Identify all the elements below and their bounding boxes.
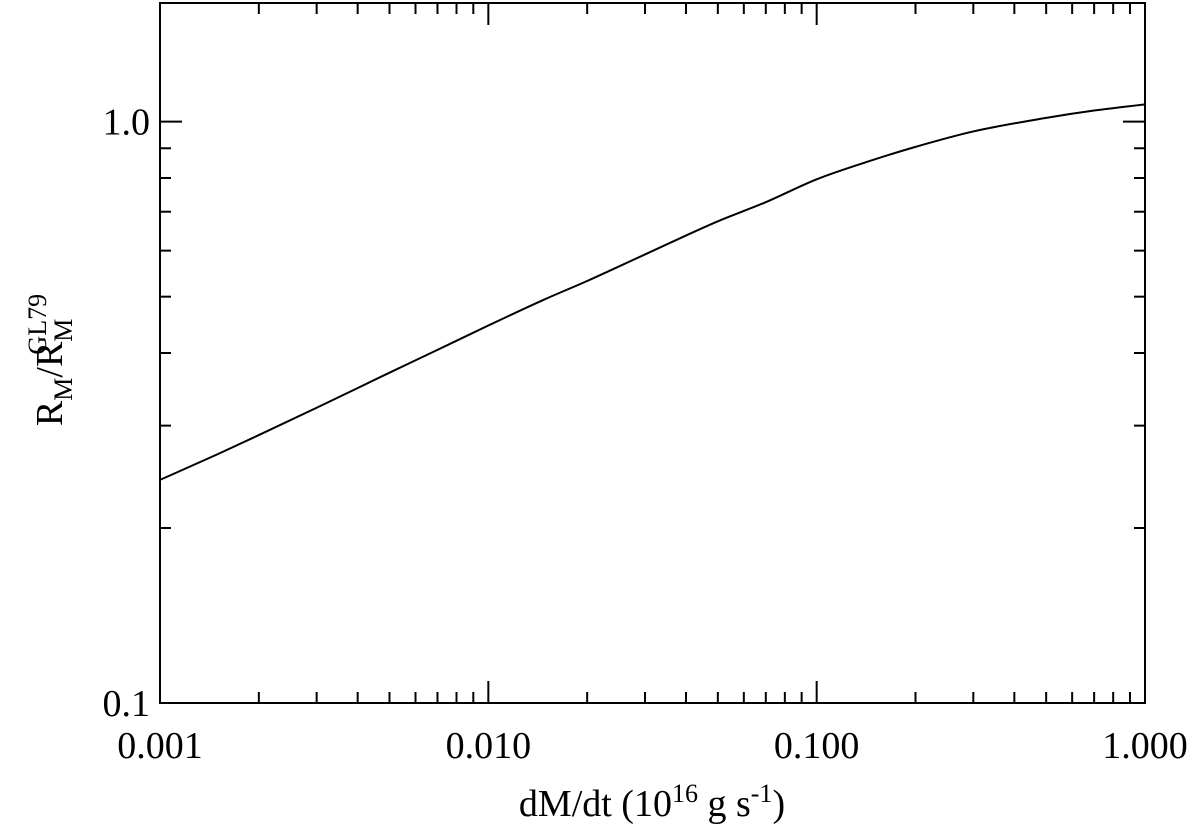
x-axis-label: dM/dt (1016 g s-1) <box>519 779 785 825</box>
y-tick-label: 1.0 <box>103 102 151 144</box>
plot-frame <box>159 2 1146 704</box>
x-tick-label: 0.010 <box>446 725 532 767</box>
x-tick-label: 1.000 <box>1102 725 1188 767</box>
x-tick-label: 0.001 <box>117 725 203 767</box>
x-tick-label: 0.100 <box>774 725 860 767</box>
tick-labels-layer: 0.001 0.010 0.100 1.000 0.1 1.0 <box>103 102 1188 767</box>
ticks-layer <box>159 3 1146 704</box>
y-axis-label: RM/RMGL79 <box>23 294 78 426</box>
series-line <box>159 103 1146 481</box>
y-tick-label: 0.1 <box>103 683 151 725</box>
